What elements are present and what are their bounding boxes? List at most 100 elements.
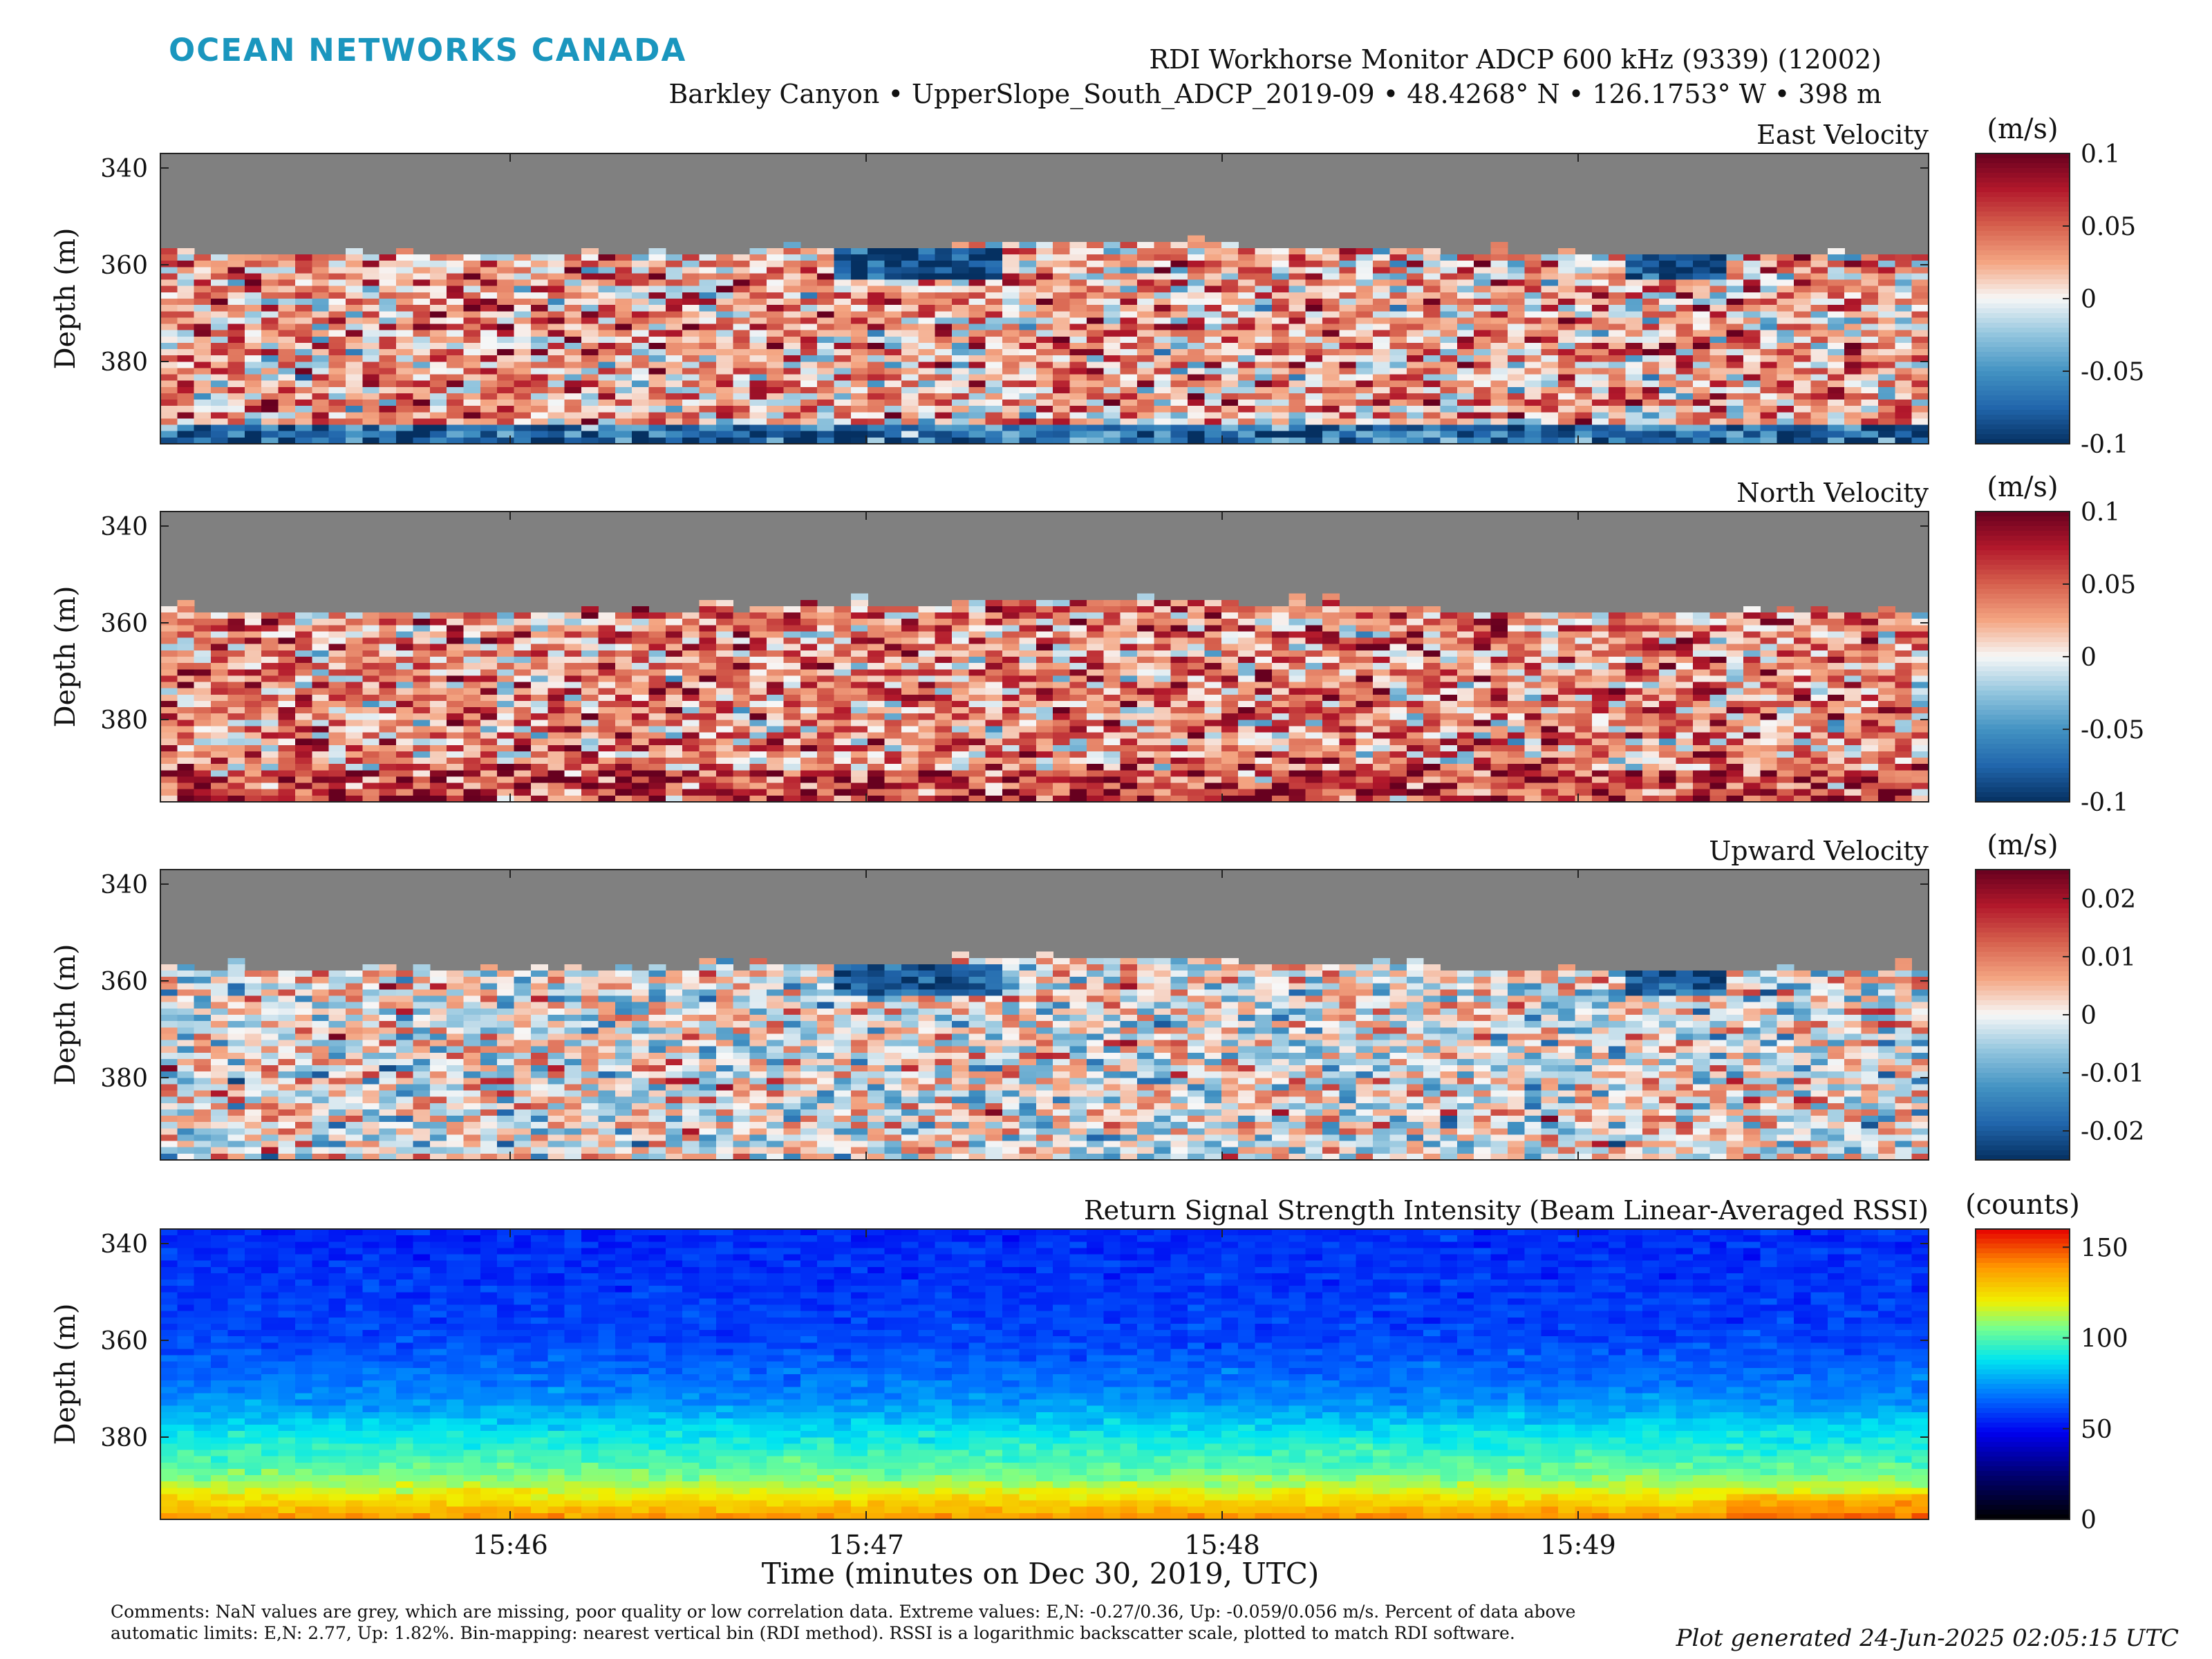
heatmap-cell xyxy=(261,764,279,771)
heatmap-cell xyxy=(429,311,447,318)
heatmap-cell xyxy=(884,675,902,683)
heatmap-cell xyxy=(901,751,919,758)
heatmap-cell xyxy=(1810,380,1828,388)
heatmap-cell xyxy=(345,669,363,676)
heatmap-cell xyxy=(1895,393,1913,400)
heatmap-cell xyxy=(1238,273,1256,281)
heatmap-cell xyxy=(1103,324,1121,331)
heatmap-cell xyxy=(1170,261,1188,268)
heatmap-cell xyxy=(783,682,801,689)
heatmap-cell xyxy=(767,631,784,639)
heatmap-cell xyxy=(1794,254,1812,261)
heatmap-cell xyxy=(1440,273,1458,281)
heatmap-cell xyxy=(918,688,936,695)
heatmap-cell xyxy=(211,374,229,382)
heatmap-cell xyxy=(1861,400,1879,406)
heatmap-cell xyxy=(227,713,245,720)
heatmap-cell xyxy=(598,782,616,790)
heatmap-cell xyxy=(1844,400,1862,406)
heatmap-cell xyxy=(901,663,919,670)
heatmap-cell xyxy=(261,342,279,350)
heatmap-cell xyxy=(1086,412,1104,420)
heatmap-cell xyxy=(564,317,582,325)
colorbar-tick-label: 0.05 xyxy=(2081,213,2136,241)
heatmap-cells xyxy=(160,235,1929,444)
heatmap-cell xyxy=(817,764,835,771)
heatmap-cell xyxy=(783,688,801,695)
heatmap-cell xyxy=(715,311,733,318)
heatmap-cell xyxy=(648,751,666,758)
heatmap-cell xyxy=(767,437,784,444)
heatmap-cell xyxy=(1221,292,1239,299)
heatmap-cell xyxy=(312,663,330,670)
heatmap-cell xyxy=(1827,317,1845,325)
heatmap-cell xyxy=(227,418,245,426)
heatmap-cell xyxy=(294,612,312,619)
heatmap-cell xyxy=(413,625,431,632)
heatmap-cell xyxy=(868,764,885,771)
heatmap-cell xyxy=(783,247,801,255)
heatmap-cell xyxy=(581,776,599,784)
heatmap-cell xyxy=(1154,374,1172,382)
heatmap-cell xyxy=(901,431,919,438)
heatmap-cell xyxy=(227,657,245,664)
heatmap-cell xyxy=(227,694,245,702)
heatmap-cell xyxy=(1356,424,1374,432)
heatmap-cell xyxy=(1053,342,1071,350)
heatmap-cell xyxy=(985,362,1003,369)
heatmap-cell xyxy=(1035,418,1053,426)
heatmap-cell xyxy=(328,644,346,651)
heatmap-cell xyxy=(530,789,548,796)
heatmap-cell xyxy=(1406,374,1424,382)
heatmap-cell xyxy=(1642,267,1660,274)
heatmap-cell xyxy=(362,412,380,420)
heatmap-cell xyxy=(1827,437,1845,444)
heatmap-cell xyxy=(211,355,229,362)
heatmap-cell xyxy=(463,694,481,702)
heatmap-cell xyxy=(1726,406,1744,413)
heatmap-cell xyxy=(328,342,346,350)
heatmap-cell xyxy=(396,619,414,626)
heatmap-cell xyxy=(160,424,178,432)
heatmap-cell xyxy=(429,700,447,708)
heatmap-cell xyxy=(530,663,548,670)
heatmap-cell xyxy=(1221,374,1239,382)
heatmap-cell xyxy=(379,751,397,758)
heatmap-cell xyxy=(1002,599,1020,607)
heatmap-cell xyxy=(497,682,515,689)
heatmap-cell xyxy=(244,637,262,645)
heatmap-cell xyxy=(767,732,784,740)
heatmap-cell xyxy=(901,418,919,426)
heatmap-cell xyxy=(1507,437,1525,444)
heatmap-cell xyxy=(632,770,650,778)
heatmap-cell xyxy=(244,386,262,394)
heatmap-cell xyxy=(211,254,229,261)
heatmap-cell xyxy=(767,776,784,784)
heatmap-cell xyxy=(530,285,548,293)
heatmap-cell xyxy=(514,431,532,438)
heatmap-cell xyxy=(581,758,599,765)
heatmap-cell xyxy=(480,700,498,708)
heatmap-cell xyxy=(901,700,919,708)
heatmap-cell xyxy=(463,437,481,444)
heatmap-cell xyxy=(396,406,414,413)
heatmap-cell xyxy=(244,644,262,651)
heatmap-cell xyxy=(1288,285,1306,293)
heatmap-cell xyxy=(1659,254,1677,261)
heatmap-cell xyxy=(834,612,852,619)
heatmap-cell xyxy=(968,688,986,695)
heatmap-cell xyxy=(1575,330,1593,337)
heatmap-cell xyxy=(632,669,650,676)
colorbar-band xyxy=(1976,241,2070,246)
heatmap-cell xyxy=(1221,254,1239,261)
heatmap-cell xyxy=(1305,349,1323,356)
heatmap-cell xyxy=(1322,368,1340,375)
heatmap-cell xyxy=(1692,418,1710,426)
heatmap-cell xyxy=(985,254,1003,261)
heatmap-cell xyxy=(1524,418,1542,426)
heatmap-cell xyxy=(312,317,330,325)
heatmap-cell xyxy=(985,758,1003,765)
heatmap-cell xyxy=(1019,782,1037,790)
heatmap-cell xyxy=(985,713,1003,720)
heatmap-cell xyxy=(1406,330,1424,337)
